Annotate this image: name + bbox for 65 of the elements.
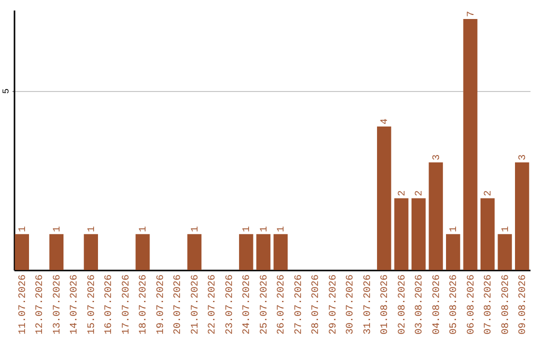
- data-label: 1: [190, 226, 202, 232]
- y-tick-label: 5: [2, 88, 12, 94]
- data-label: 7: [466, 10, 478, 17]
- data-label: 1: [500, 226, 512, 232]
- x-tick-label: 13.07.2026: [52, 274, 64, 335]
- bar: [412, 198, 426, 270]
- data-label: 1: [449, 226, 460, 232]
- x-tick-label: 27.07.2026: [294, 274, 305, 335]
- bar: [514, 162, 530, 270]
- x-tick-label: 15.07.2026: [86, 274, 98, 335]
- x-tick-label: 02.08.2026: [397, 274, 408, 335]
- x-tick-label: 28.07.2026: [311, 274, 322, 335]
- data-label: 4: [380, 118, 392, 125]
- bar: [463, 18, 478, 270]
- bar: [274, 234, 288, 270]
- x-tick-label: 26.07.2026: [276, 274, 288, 335]
- data-label: 1: [18, 226, 29, 232]
- x-tick-label: 20.07.2026: [173, 274, 184, 335]
- x-tick-label: 12.07.2026: [35, 274, 46, 335]
- x-tick-label: 23.07.2026: [224, 274, 236, 335]
- x-tick-label: 01.08.2026: [380, 274, 392, 335]
- x-tick-label: 06.08.2026: [466, 274, 478, 335]
- data-label: 3: [432, 154, 443, 160]
- bar: [394, 198, 408, 270]
- bar: [239, 234, 254, 270]
- bar: [377, 126, 392, 270]
- x-tick-label: 07.08.2026: [484, 274, 495, 335]
- x-tick-label: 05.08.2026: [449, 274, 460, 335]
- x-tick-label: 25.07.2026: [259, 274, 270, 335]
- x-tick-label: 24.07.2026: [242, 274, 254, 335]
- bar: [136, 234, 150, 270]
- x-tick-label: 21.07.2026: [190, 274, 202, 335]
- x-tick-label: 22.07.2026: [208, 274, 219, 335]
- bar: [446, 234, 460, 270]
- x-tick-label: 29.07.2026: [328, 274, 340, 335]
- bar: [14, 234, 30, 270]
- data-label: 1: [138, 226, 150, 232]
- x-tick-label: 04.08.2026: [432, 274, 443, 335]
- data-label: 3: [518, 154, 530, 160]
- data-label: 1: [242, 226, 254, 232]
- x-tick-label: 08.08.2026: [500, 274, 512, 335]
- data-label: 1: [52, 226, 64, 232]
- bar: [498, 234, 512, 270]
- bar: [49, 234, 64, 270]
- x-tick-label: 19.07.2026: [156, 274, 167, 335]
- data-label: 1: [259, 226, 270, 232]
- bar: [256, 234, 270, 270]
- x-tick-label: 18.07.2026: [138, 274, 150, 335]
- x-tick-label: 11.07.2026: [18, 274, 29, 335]
- x-tick-label: 03.08.2026: [414, 274, 426, 335]
- data-label: 2: [414, 190, 426, 196]
- bar: [187, 234, 202, 270]
- x-tick-label: 09.08.2026: [518, 274, 530, 335]
- bar: [428, 162, 443, 270]
- bar: [480, 198, 495, 270]
- data-label: 2: [484, 190, 495, 196]
- data-label: 2: [397, 190, 408, 196]
- x-tick-label: 16.07.2026: [104, 274, 116, 335]
- x-tick-label: 30.07.2026: [346, 274, 357, 335]
- x-tick-label: 14.07.2026: [70, 274, 81, 335]
- data-label: 1: [276, 226, 288, 232]
- bar: [84, 234, 98, 270]
- x-tick-label: 31.07.2026: [362, 274, 374, 335]
- x-tick-label: 17.07.2026: [121, 274, 132, 335]
- data-label: 1: [86, 226, 98, 232]
